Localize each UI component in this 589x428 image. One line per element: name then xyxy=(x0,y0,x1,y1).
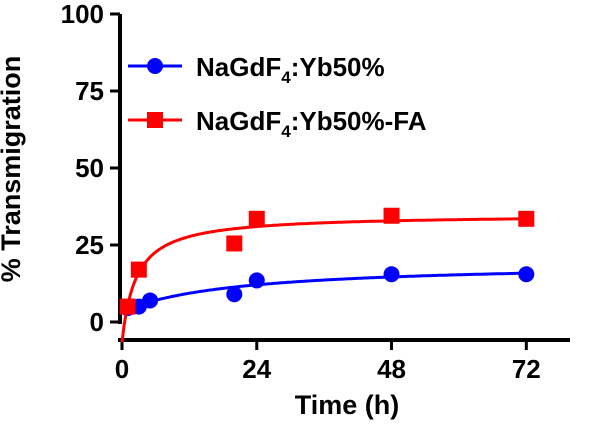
legend-item-series-2: NaGdF4:Yb50%-FA xyxy=(128,106,427,141)
data-point-series-2 xyxy=(383,207,400,224)
fit-curve-series-1 xyxy=(121,271,527,314)
data-point-series-1 xyxy=(383,266,400,283)
data-point-series-2 xyxy=(518,210,535,227)
x-tick-label: 48 xyxy=(377,354,406,384)
legend-label-series-1-main: NaGdF xyxy=(196,52,281,82)
legend-label-series-1-suffix: :Yb50% xyxy=(291,52,385,82)
data-point-series-2 xyxy=(226,235,243,252)
y-axis-title: % Transmigration xyxy=(0,56,26,283)
legend-marker-square xyxy=(147,112,163,128)
legend-label-series-2: NaGdF4:Yb50%-FA xyxy=(196,106,427,141)
x-ticks: 0 24 48 72 xyxy=(115,340,541,384)
data-point-series-2 xyxy=(119,298,136,315)
data-point-series-1 xyxy=(226,286,243,303)
data-point-series-1 xyxy=(142,292,159,309)
legend: NaGdF4:Yb50% NaGdF4:Yb50%-FA xyxy=(128,52,427,141)
y-tick-label: 0 xyxy=(90,307,104,337)
y-ticks: 0 25 50 75 100 xyxy=(61,0,120,337)
x-axis-title: Time (h) xyxy=(295,390,400,420)
legend-label-series-1-subscript: 4 xyxy=(281,68,291,87)
data-point-series-2 xyxy=(248,210,265,227)
y-tick-label: 75 xyxy=(75,76,104,106)
legend-item-series-1: NaGdF4:Yb50% xyxy=(128,52,385,87)
y-axis: 0 25 50 75 100 xyxy=(61,0,122,337)
y-tick-label: 100 xyxy=(61,0,104,29)
x-tick-label: 0 xyxy=(115,354,129,384)
x-tick-label: 24 xyxy=(242,354,271,384)
legend-marker-circle xyxy=(147,58,163,74)
data-point-series-1 xyxy=(248,272,265,289)
x-tick-label: 72 xyxy=(512,354,541,384)
data-point-series-1 xyxy=(518,266,535,283)
x-axis: 0 24 48 72 xyxy=(115,338,570,384)
y-tick-label: 50 xyxy=(75,153,104,183)
legend-label-series-1: NaGdF4:Yb50% xyxy=(196,52,385,87)
y-tick-label: 25 xyxy=(75,230,104,260)
data-point-series-2 xyxy=(130,261,147,278)
legend-label-series-2-subscript: 4 xyxy=(281,122,291,141)
legend-label-series-2-main: NaGdF xyxy=(196,106,281,136)
plot-area xyxy=(119,207,535,343)
legend-label-series-2-suffix: :Yb50%-FA xyxy=(291,106,427,136)
fit-curve-series-2 xyxy=(120,217,527,343)
